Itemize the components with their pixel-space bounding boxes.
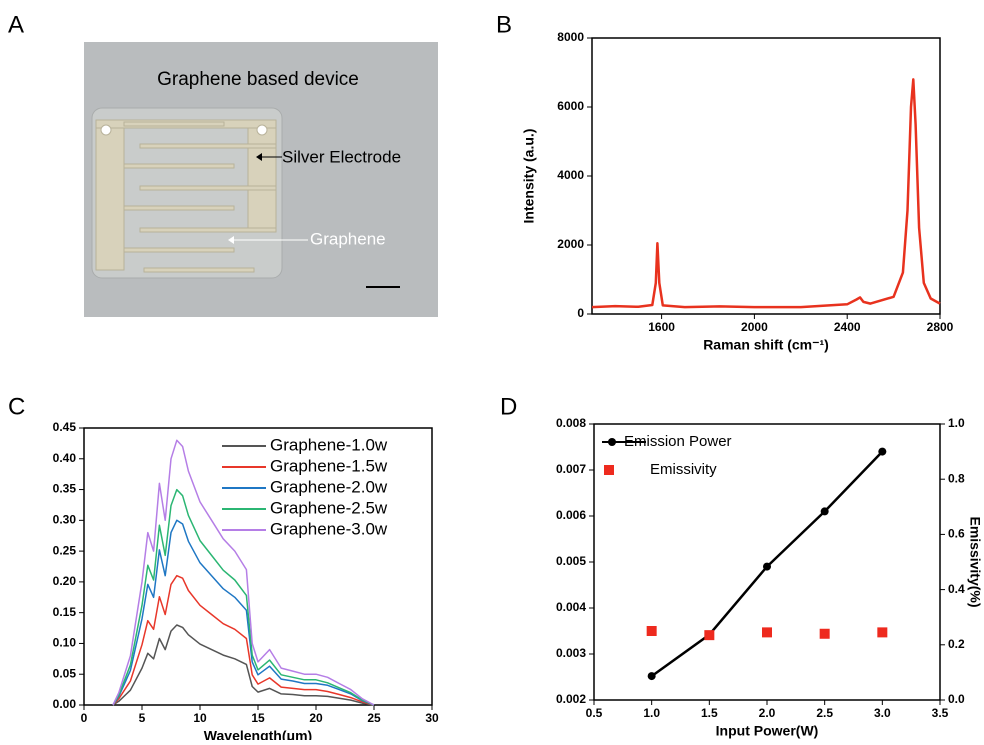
y2-tick-label: 1.0 [948,416,965,430]
point [704,630,715,641]
y-tick-label: 0.00 [53,697,77,711]
photo-label: Graphene [310,229,386,248]
legend-label: Graphene-2.0w [270,477,388,496]
y2-tick-label: 0.2 [948,637,965,651]
legend-marker [608,438,616,446]
y-tick-label: 0.004 [556,600,586,614]
panel-label: A [8,11,24,38]
legend-label: Graphene-1.5w [270,456,388,475]
y-tick-label: 0 [577,306,584,320]
y-tick-label: 6000 [557,99,584,113]
y-tick-label: 0.40 [53,451,77,465]
x-tick-label: 0 [81,711,88,725]
series-line [112,519,375,706]
y-tick-label: 0.003 [556,646,586,660]
y-tick-label: 0.15 [53,605,77,619]
x-axis-label: Raman shift (cm⁻¹) [703,337,829,353]
point [647,672,656,681]
y2-tick-label: 0.4 [948,582,965,596]
point [877,627,888,638]
y2-tick-label: 0.0 [948,692,965,706]
point [878,447,887,456]
x-tick-label: 2.5 [816,706,833,720]
x-tick-label: 0.5 [586,706,603,720]
plot-frame [593,423,941,701]
substrate [91,107,283,279]
y-tick-label: 0.10 [53,636,77,650]
x-tick-label: 5 [139,711,146,725]
legend-label: Emissivity [650,461,717,478]
x-tick-label: 1.0 [643,706,660,720]
x-tick-label: 20 [309,711,323,725]
y-tick-label: 0.20 [53,574,77,588]
point [763,562,771,571]
legend-marker [604,465,614,475]
electrodes [95,119,277,273]
y2-axis-label: Emissivity(%) [967,516,983,607]
y-tick-label: 0.002 [556,692,586,706]
panel-label: B [496,11,512,38]
point [820,507,829,516]
x-tick-label: 1.5 [701,706,718,720]
y-tick-label: 8000 [557,30,584,44]
x-tick-label: 15 [251,711,265,725]
legend-label: Graphene-2.5w [270,498,388,517]
x-tick-label: 2000 [741,320,768,334]
series-line [112,439,375,706]
x-tick-label: 3.0 [874,706,891,720]
point [762,627,772,638]
photo: Graphene based device Silver Electrode G… [84,42,438,317]
x-tick-label: 3.5 [932,706,949,720]
y-tick-label: 0.008 [556,416,586,430]
series-line [112,574,375,706]
legend-label: Graphene-1.0w [270,435,388,454]
legend-label: Emission Power [624,433,732,450]
x-tick-label: 10 [193,711,207,725]
x-axis-label: Input Power(W) [716,723,819,739]
point [646,626,657,636]
y2-tick-label: 0.6 [948,527,965,541]
photo-title: Graphene based device [157,69,359,90]
y-tick-label: 2000 [557,237,584,251]
arrowhead [228,236,234,244]
x-tick-label: 25 [367,711,381,725]
y-tick-label: 0.007 [556,462,586,476]
series-line [112,624,375,706]
plot-frame [591,37,941,315]
y-tick-label: 4000 [557,168,584,182]
arrowhead [256,153,262,161]
y-axis-label: Intensity (a.u.) [521,129,537,224]
x-tick-label: 1600 [648,320,675,334]
legend-label: Graphene-3.0w [270,519,388,538]
y-tick-label: 0.006 [556,508,586,522]
y-tick-label: 0.05 [53,666,77,680]
y-tick-label: 0.30 [53,513,77,527]
series-line [112,488,375,706]
y-tick-label: 0.45 [53,420,77,434]
x-axis-label: Wavelength(μm) [204,728,312,740]
x-tick-label: 2400 [834,320,861,334]
x-tick-label: 2.0 [759,706,776,720]
y-tick-label: 0.25 [53,543,77,557]
photo-label: Silver Electrode [282,147,401,166]
y-tick-label: 0.005 [556,554,586,568]
panel-label: D [500,393,517,420]
series-line [591,78,941,309]
panel-label: C [8,393,25,420]
x-tick-label: 30 [425,711,439,725]
x-tick-label: 2800 [927,320,954,334]
y2-tick-label: 0.8 [948,471,965,485]
point [819,628,830,639]
y-tick-label: 0.35 [53,482,77,496]
